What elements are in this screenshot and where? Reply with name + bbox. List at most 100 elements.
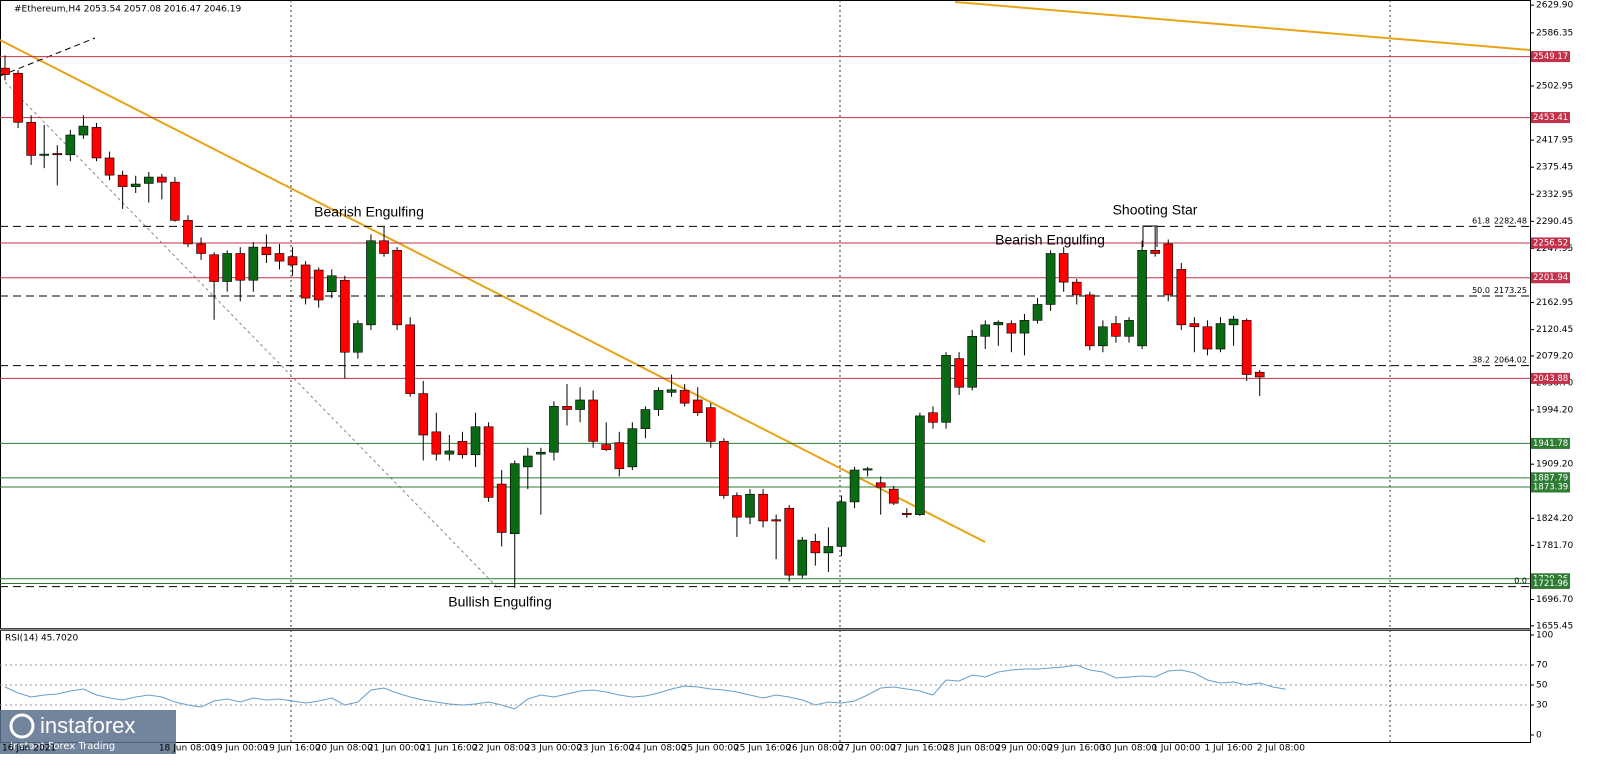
candle-body <box>705 407 716 442</box>
candle-body <box>967 335 977 388</box>
candle-body <box>1124 320 1134 337</box>
candle-body <box>1045 253 1056 305</box>
level-label-box <box>1531 112 1570 124</box>
x-tick-label: 30 Jun 08:00 <box>1100 744 1157 754</box>
candle-body <box>39 153 50 156</box>
x-tick-label: 1 Jul 16:00 <box>1204 744 1253 754</box>
rsi-title: RSI(14) 45.7020 <box>5 634 78 644</box>
candle-body <box>78 125 89 136</box>
candle-body <box>784 507 795 576</box>
level-label-box <box>1531 237 1570 249</box>
candle-body <box>627 428 638 468</box>
candle-body <box>549 406 559 453</box>
y-tick-label: 2079.20 <box>1536 351 1573 361</box>
candle-body <box>261 246 272 256</box>
candle-body <box>483 426 494 498</box>
candle-body <box>1228 318 1239 326</box>
level-label: 1887.79 <box>1533 473 1568 483</box>
x-tick-label: 21 Jun 00:00 <box>368 744 425 754</box>
candle-body <box>562 406 572 410</box>
level-label: 2043.88 <box>1533 374 1568 384</box>
x-tick-label: 27 Jun 16:00 <box>891 744 948 754</box>
fib-price: 2064.02 <box>1494 355 1527 364</box>
candle-body <box>1058 253 1069 283</box>
candle-body <box>745 493 755 518</box>
candle-body <box>888 488 899 504</box>
level-label: 2549.17 <box>1533 52 1568 62</box>
candle-body <box>222 253 232 282</box>
fib-label: 61.8 2282.48 <box>1472 216 1527 225</box>
candle-body <box>666 389 677 393</box>
candle-body <box>353 323 363 353</box>
candle-body <box>326 275 337 293</box>
candle-body <box>810 541 821 554</box>
fib-ratio: 50.0 <box>1472 286 1490 295</box>
candle-body <box>209 254 219 282</box>
candle-body <box>692 399 703 414</box>
x-tick-label: 28 Jun 08:00 <box>943 744 1000 754</box>
level-label: 2201.94 <box>1533 273 1568 283</box>
candle-body <box>875 482 886 488</box>
candle-body <box>601 444 612 450</box>
y-tick-label: 50 <box>1536 681 1548 691</box>
x-tick-label: 22 Jun 08:00 <box>473 744 530 754</box>
y-tick-label: 2247.95 <box>1536 244 1573 254</box>
candle-body <box>1085 294 1095 347</box>
y-tick-label: 1909.20 <box>1536 460 1573 470</box>
candle-body <box>1163 243 1174 296</box>
level-label-box <box>1531 577 1570 589</box>
candle-body <box>640 409 651 429</box>
candle-body <box>196 243 206 254</box>
candle-body <box>1098 326 1108 347</box>
y-tick-label: 2417.95 <box>1536 136 1573 146</box>
fib-label: 38.2 2064.02 <box>1472 355 1527 364</box>
level-label: 2453.41 <box>1533 113 1568 123</box>
candle-body <box>732 495 742 518</box>
candle-body <box>52 153 63 156</box>
x-tick-label: 2 Jul 08:00 <box>1257 744 1306 754</box>
watermark-brand: instaforex <box>40 713 135 738</box>
candle-body <box>1006 323 1017 334</box>
x-tick-label: 23 Jun 00:00 <box>525 744 582 754</box>
annotation: Bullish Engulfing <box>448 594 552 610</box>
watermark-icon <box>9 713 35 739</box>
trend-line <box>954 1 1531 51</box>
level-label-box <box>1531 272 1570 284</box>
candle-body <box>1071 281 1082 296</box>
candle-body <box>379 240 389 254</box>
candle-body <box>170 181 180 221</box>
y-tick-label: 100 <box>1536 631 1553 641</box>
candle-body <box>13 72 23 123</box>
annotation: Shooting Star <box>1113 202 1198 218</box>
candle-body <box>117 174 128 187</box>
y-tick-label: 1781.70 <box>1536 541 1573 551</box>
y-tick-label: 1824.20 <box>1536 514 1573 524</box>
candle-body <box>614 442 625 470</box>
x-tick-label: 24 Jun 08:00 <box>629 744 686 754</box>
level-label: 1721.96 <box>1533 579 1568 589</box>
y-tick-label: 2120.45 <box>1536 325 1573 335</box>
level-label: 1873.39 <box>1533 482 1568 492</box>
x-tick-label: 20 Jun 08:00 <box>316 744 373 754</box>
candle-body <box>431 431 442 455</box>
x-tick-label: 19 Jun 00:00 <box>211 744 268 754</box>
candle-body <box>536 451 546 455</box>
fib-ratio: 38.2 <box>1472 355 1490 364</box>
x-tick-label: 23 Jun 16:00 <box>577 744 634 754</box>
candle-body <box>157 176 167 183</box>
candle-body <box>954 358 964 388</box>
level-label-box <box>1531 472 1570 484</box>
candle-body <box>300 264 311 299</box>
candle-body <box>392 250 402 326</box>
candle-body <box>1254 371 1265 378</box>
candle-body <box>274 253 285 262</box>
candle-body <box>1137 250 1147 347</box>
candle-body <box>1111 323 1121 337</box>
candle-body <box>836 501 847 547</box>
candle-body <box>823 546 834 554</box>
candle-body <box>797 539 808 576</box>
y-tick-label: 1655.45 <box>1536 621 1573 631</box>
y-tick-label: 2332.95 <box>1536 190 1573 200</box>
x-tick-label: 26 Jun 08:00 <box>786 744 843 754</box>
annotation: Bearish Engulfing <box>314 204 424 220</box>
